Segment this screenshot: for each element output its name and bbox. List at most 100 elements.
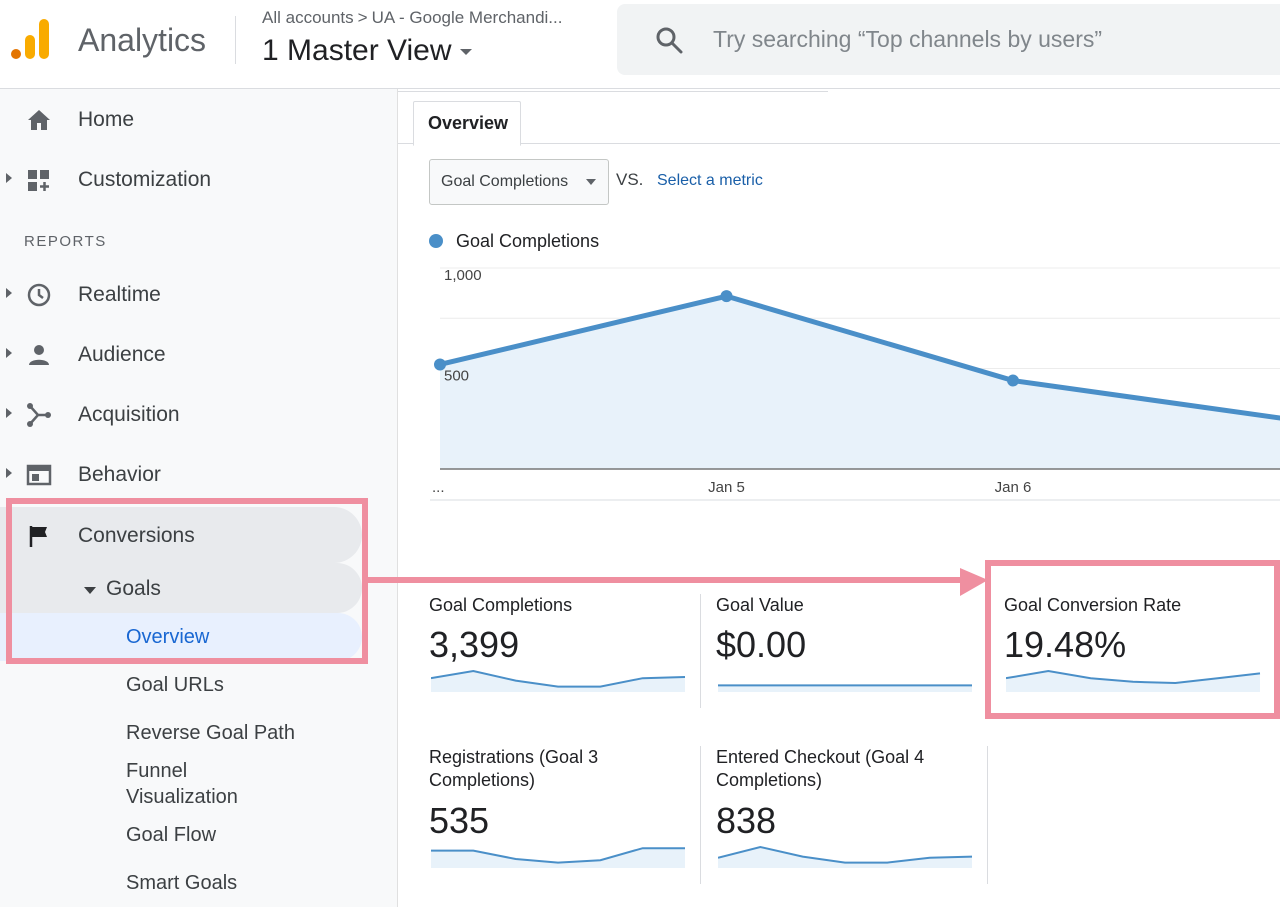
top-header: Analytics All accounts > UA - Google Merch… <box>0 0 1280 89</box>
scorecard-title: Goal Completions <box>429 595 573 615</box>
series-line <box>439 293 1280 421</box>
sparkline <box>431 669 686 692</box>
scorecard-value: 535 <box>429 800 490 841</box>
chevron-right-icon: > <box>357 8 368 27</box>
highlight-box-conversion-rate <box>985 560 1280 719</box>
tab-strip-divider <box>398 143 1280 144</box>
sidebar-item-label: Audience <box>78 343 166 366</box>
sidebar-subitem-label: Goal Flow <box>126 824 217 846</box>
search-placeholder: Try searching “Top channels by users” <box>713 26 1103 52</box>
sparkline-line <box>431 669 686 688</box>
search-bar[interactable]: Try searching “Top channels by users” <box>617 4 1280 75</box>
sidebar-subitem-funnel-visualization[interactable]: Funnel Visualization <box>0 757 362 813</box>
app-name: Analytics <box>78 22 207 58</box>
scorecard-value: $0.00 <box>716 624 807 665</box>
sidebar-subitem-overview[interactable]: Overview <box>0 613 362 661</box>
view-picker[interactable]: 1 Master View <box>262 34 472 68</box>
scorecard-title-line: Registrations (Goal 3 <box>429 747 599 767</box>
sparkline <box>1006 669 1261 692</box>
flag-icon <box>29 526 47 547</box>
sparkline <box>431 847 685 868</box>
behavior-icon <box>26 464 52 486</box>
sidebar-item-home[interactable]: Home <box>0 91 362 147</box>
breadcrumb-property[interactable]: UA - Google Merchandi... <box>371 8 563 27</box>
sparkline-line <box>431 847 685 864</box>
sidebar-item-conversions[interactable]: Conversions <box>0 507 362 563</box>
sidebar-item-customization[interactable]: Customization <box>0 151 362 207</box>
person-icon <box>29 345 49 365</box>
expand-arrow-icon[interactable] <box>6 468 12 478</box>
vs-label: VS. <box>616 170 644 189</box>
sparkline-line <box>718 845 973 864</box>
goal-completions-chart[interactable]: 1,000 500... Jan 5 Jan 6 <box>398 260 1280 510</box>
sidebar-item-realtime[interactable]: Realtime <box>0 266 362 322</box>
caret-down-icon <box>459 49 472 56</box>
home-icon <box>28 110 50 130</box>
expand-arrow-icon[interactable] <box>6 173 12 183</box>
sidebar-subitem-label: Reverse Goal Path <box>126 722 295 744</box>
scorecard-value: 838 <box>716 800 777 841</box>
header-divider <box>235 16 236 64</box>
card-divider <box>700 746 701 884</box>
sidebar-item-label: Behavior <box>78 463 161 486</box>
sidebar-item-behavior[interactable]: Behavior <box>0 446 362 502</box>
scorecard-title-line: Completions) <box>716 770 823 790</box>
scorecard-value: 3,399 <box>429 624 520 665</box>
sidebar-item-label: Acquisition <box>78 403 180 426</box>
sidebar-subitem-label: Funnel Visualization <box>126 760 238 808</box>
scorecard-goal-value[interactable]: Goal Value $0.00 <box>716 594 976 704</box>
scorecard-title: Goal Value <box>716 595 804 615</box>
data-point <box>720 290 733 303</box>
clock-icon <box>27 283 51 307</box>
breadcrumb-accounts[interactable]: All accounts <box>262 8 354 27</box>
tab-divider <box>398 91 828 92</box>
expand-arrow-icon[interactable] <box>6 348 12 358</box>
select-metric-link[interactable]: Select a metric <box>657 172 763 189</box>
expand-arrow-icon[interactable] <box>6 408 12 418</box>
sparkline-line <box>1006 669 1261 685</box>
sidebar-subitem-reverse-goal-path[interactable]: Reverse Goal Path <box>0 709 362 757</box>
view-name: 1 Master View <box>262 34 452 67</box>
sidebar-subitem-smart-goals[interactable]: Smart Goals <box>0 861 362 907</box>
metric-dropdown[interactable]: Goal Completions <box>429 159 609 205</box>
sidebar-item-acquisition[interactable]: Acquisition <box>0 386 362 442</box>
card-divider <box>987 746 988 884</box>
series-area <box>440 296 1280 469</box>
card-divider <box>700 594 701 708</box>
sparkline <box>718 684 972 692</box>
scorecard-entered-checkout[interactable]: Entered Checkout (Goal 4 Completions) 83… <box>716 746 976 876</box>
scorecard-goal-conversion-rate[interactable]: Goal Conversion Rate 19.48% <box>1004 594 1266 704</box>
scorecard-title-line: Entered Checkout (Goal 4 <box>716 747 925 767</box>
sidebar-subitem-label: Smart Goals <box>126 872 238 894</box>
acquisition-icon <box>27 403 51 427</box>
scorecard-title: Goal Conversion Rate <box>1004 595 1182 615</box>
sidebar-subitem-goal-flow[interactable]: Goal Flow <box>0 813 362 859</box>
caret-down-icon <box>586 179 596 185</box>
sparkline-area <box>718 685 972 692</box>
legend-label: Goal Completions <box>456 231 600 251</box>
tab-overview[interactable]: Overview <box>413 101 521 146</box>
search-icon <box>656 27 683 54</box>
metric-dropdown-value: Goal Completions <box>441 173 569 190</box>
sidebar-subitem-label: Goal URLs <box>126 674 224 696</box>
sidebar-subitem-goal-urls[interactable]: Goal URLs <box>0 661 362 709</box>
scorecard-title-line: Completions) <box>429 770 536 790</box>
caret-down-icon <box>84 587 96 594</box>
expand-arrow-icon[interactable] <box>6 288 12 298</box>
x-tick-label: Jan 5 <box>708 479 745 496</box>
analytics-logo-icon[interactable] <box>10 17 52 61</box>
reports-heading: REPORTS <box>24 233 107 250</box>
sidebar-item-goals[interactable]: Goals <box>0 563 362 613</box>
sidebar-item-label: Customization <box>78 168 212 191</box>
highlight-box-goals <box>6 498 368 664</box>
sidebar-item-audience[interactable]: Audience <box>0 326 362 382</box>
sidebar-item-label: Home <box>78 108 135 131</box>
scorecard-goal-completions[interactable]: Goal Completions 3,399 <box>429 594 689 704</box>
sparkline-area <box>431 671 685 692</box>
sparkline <box>718 845 973 868</box>
scorecard-value: 19.48% <box>1004 624 1127 665</box>
scorecard-registrations[interactable]: Registrations (Goal 3 Completions) 535 <box>429 746 689 876</box>
sidebar: Home Customization REPORTS Realtime Audi… <box>0 89 398 907</box>
breadcrumb[interactable]: All accounts > UA - Google Merchandi... <box>262 8 562 28</box>
dashboard-icon <box>28 170 49 191</box>
